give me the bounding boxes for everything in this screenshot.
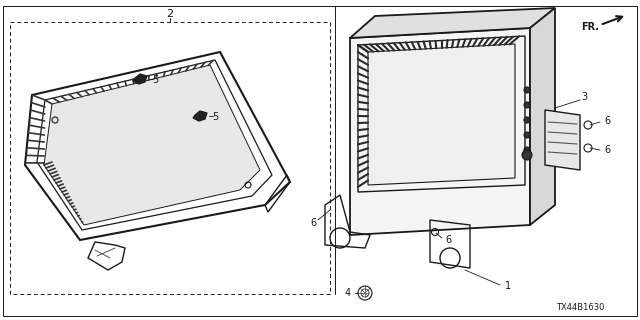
Polygon shape (133, 74, 147, 84)
Text: TX44B1630: TX44B1630 (556, 303, 604, 313)
Text: 6: 6 (310, 218, 316, 228)
Circle shape (524, 87, 530, 93)
Polygon shape (350, 28, 530, 235)
Circle shape (522, 150, 532, 160)
Text: 6: 6 (445, 235, 451, 245)
Bar (10, 22, 330, 294)
Circle shape (524, 117, 530, 123)
Text: 6: 6 (604, 116, 610, 126)
Text: 3: 3 (581, 92, 587, 102)
Text: 5: 5 (212, 112, 218, 122)
Polygon shape (44, 65, 260, 225)
Circle shape (524, 132, 530, 138)
Polygon shape (368, 44, 515, 185)
Polygon shape (350, 8, 555, 38)
Text: 2: 2 (166, 9, 173, 19)
Text: 6: 6 (604, 145, 610, 155)
Polygon shape (193, 111, 207, 121)
Text: FR.: FR. (581, 22, 599, 32)
Circle shape (524, 102, 530, 108)
Text: 4: 4 (345, 288, 351, 298)
Text: 1: 1 (505, 281, 511, 291)
Circle shape (524, 147, 530, 153)
Polygon shape (530, 8, 555, 225)
Polygon shape (545, 110, 580, 170)
Text: 5: 5 (152, 75, 158, 85)
